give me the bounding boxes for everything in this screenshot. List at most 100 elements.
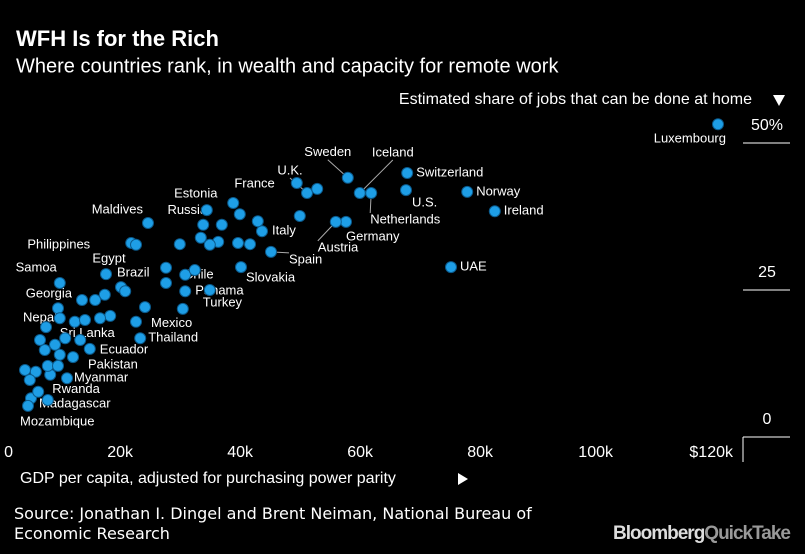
x-tick-label: $120k xyxy=(689,444,734,461)
point xyxy=(160,261,172,274)
point xyxy=(160,276,172,289)
point xyxy=(203,238,216,251)
x-tick-label: 100k xyxy=(578,444,614,461)
x-tick-label: 40k xyxy=(227,444,254,461)
point-label: Rwanda xyxy=(52,381,100,396)
point xyxy=(83,342,96,355)
brand: BloombergQuickTake xyxy=(613,523,790,544)
point xyxy=(32,385,45,398)
x-tick-label: 80k xyxy=(467,444,494,461)
point-label: Nepal xyxy=(23,310,57,325)
point xyxy=(176,302,189,315)
point xyxy=(49,338,61,351)
source-box: Source: Jonathan I. Dingel and Brent Nei… xyxy=(14,504,532,543)
brand-main: Bloomberg xyxy=(613,523,705,544)
point xyxy=(301,187,313,200)
point-label: Philippines xyxy=(27,236,90,251)
point xyxy=(67,351,79,364)
point xyxy=(311,182,324,195)
source: Source: Jonathan I. Dingel and Brent Nei… xyxy=(14,504,532,543)
point xyxy=(265,245,277,258)
point xyxy=(712,118,724,131)
point xyxy=(179,285,192,298)
chart-subtitle: Where countries rank, in wealth and capa… xyxy=(16,55,559,77)
point-label: Italy xyxy=(272,223,296,238)
point xyxy=(200,204,213,217)
point-label: Austria xyxy=(318,239,359,254)
point-label: Norway xyxy=(476,183,521,198)
point xyxy=(139,301,151,314)
point xyxy=(98,288,111,301)
point-label: U.S. xyxy=(412,195,437,210)
point xyxy=(52,302,64,315)
y-tick-label: 50% xyxy=(751,117,783,134)
point-label: Thailand xyxy=(148,330,198,345)
point-label: Sri Lanka xyxy=(60,325,116,340)
point xyxy=(61,372,73,385)
point xyxy=(104,309,117,322)
point xyxy=(79,314,91,327)
point xyxy=(89,294,102,307)
y-tick-label: 25 xyxy=(758,264,776,281)
point xyxy=(341,171,354,184)
point-label: Ecuador xyxy=(100,341,149,356)
point xyxy=(293,209,306,222)
point xyxy=(203,284,216,297)
point xyxy=(233,208,246,221)
point xyxy=(76,294,88,307)
chart-title: WFH Is for the Rich xyxy=(16,26,219,51)
point-label: Georgia xyxy=(26,286,73,301)
point xyxy=(119,285,132,298)
point-label: Ireland xyxy=(504,203,544,218)
point xyxy=(52,359,64,372)
point-label: Samoa xyxy=(16,259,58,274)
point-label: Estonia xyxy=(174,186,218,201)
point-label: Myanmar xyxy=(74,370,129,385)
point-label: Egypt xyxy=(92,251,126,266)
point xyxy=(134,332,147,345)
point xyxy=(22,399,34,412)
point-label: U.K. xyxy=(277,162,302,177)
point-label: Turkey xyxy=(203,294,243,309)
point xyxy=(256,225,268,238)
x-axis-label: GDP per capita, adjusted for purchasing … xyxy=(20,470,396,487)
point-label: Mozambique xyxy=(20,413,94,428)
point xyxy=(53,348,66,361)
point-label: Pakistan xyxy=(88,357,138,372)
x-tick-label: 0 xyxy=(4,444,13,461)
leader-line xyxy=(359,159,394,194)
point xyxy=(100,268,112,281)
point xyxy=(74,334,87,347)
point-label: Russia xyxy=(167,202,208,217)
point-label: Iceland xyxy=(372,144,414,159)
point xyxy=(41,359,54,372)
point xyxy=(251,215,264,228)
point xyxy=(19,364,31,377)
right-arrow-icon xyxy=(458,473,468,485)
point xyxy=(53,312,66,325)
point xyxy=(232,237,244,250)
point xyxy=(400,184,412,197)
point xyxy=(290,177,303,190)
point xyxy=(227,197,240,210)
y-tick-label: 0 xyxy=(763,411,772,428)
point-label: Slovakia xyxy=(246,270,296,285)
point xyxy=(40,321,52,334)
point xyxy=(130,238,142,251)
point xyxy=(68,315,81,328)
point-label: Brazil xyxy=(117,265,150,280)
point-label: Luxembourg xyxy=(654,131,726,146)
point xyxy=(179,268,192,281)
point xyxy=(365,187,378,200)
point xyxy=(244,238,256,251)
point xyxy=(215,218,228,231)
down-arrow-icon xyxy=(773,95,785,106)
point xyxy=(461,185,474,198)
point-label: Madagascar xyxy=(39,396,111,411)
point xyxy=(53,276,66,289)
point-label: Mexico xyxy=(151,315,192,330)
point xyxy=(41,394,54,407)
point xyxy=(188,264,201,277)
point xyxy=(353,187,366,200)
